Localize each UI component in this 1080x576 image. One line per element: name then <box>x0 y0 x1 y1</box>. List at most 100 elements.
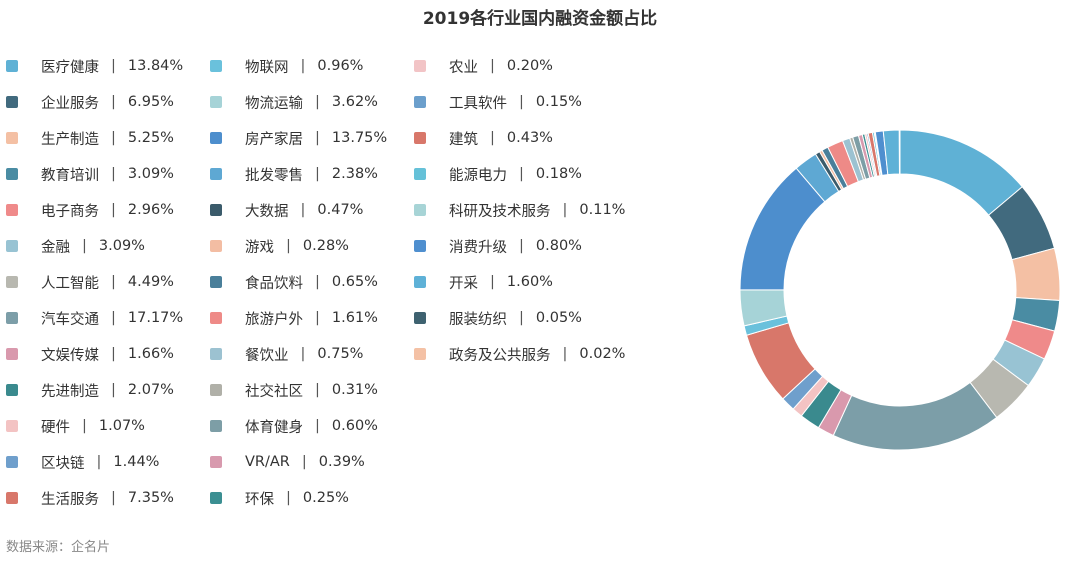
legend-label: 政务及公共服务 <box>449 347 551 364</box>
legend-item[interactable]: 生活服务 | 7.35% <box>6 480 174 516</box>
legend-item[interactable]: 汽车交通 | 17.17% <box>6 300 183 336</box>
legend-value: 0.28% <box>302 238 349 254</box>
legend-item[interactable]: 建筑 | 0.43% <box>414 120 553 156</box>
legend-item[interactable]: 游戏 | 0.28% <box>210 228 349 264</box>
legend-label: 汽车交通 <box>41 311 99 328</box>
legend-item[interactable]: 批发零售 | 2.38% <box>210 156 378 192</box>
legend-item[interactable]: 电子商务 | 2.96% <box>6 192 174 228</box>
legend-value: 1.07% <box>98 418 145 434</box>
donut-slice[interactable] <box>832 381 998 451</box>
chart-title: 2019各行业国内融资金额占比 <box>422 9 658 29</box>
legend-value: 2.96% <box>127 202 174 218</box>
legend-item[interactable]: 农业 | 0.20% <box>414 48 553 84</box>
legend-item[interactable]: 开采 | 1.60% <box>414 264 553 300</box>
legend-value: 0.18% <box>535 166 582 182</box>
legend-swatch <box>210 96 222 108</box>
legend-separator: | <box>490 130 495 146</box>
legend-swatch <box>210 492 222 504</box>
legend-value: 0.11% <box>579 202 626 218</box>
legend-label: 建筑 <box>449 131 478 148</box>
legend-label: 教育培训 <box>41 167 99 184</box>
legend-value: 0.47% <box>317 202 364 218</box>
legend-label: 环保 <box>245 491 274 508</box>
legend-item[interactable]: 政务及公共服务 | 0.02% <box>414 336 625 372</box>
legend-value: 0.02% <box>579 346 626 362</box>
legend-item[interactable]: 物流运输 | 3.62% <box>210 84 378 120</box>
legend-swatch <box>414 168 426 180</box>
legend: 医疗健康 | 13.84% 企业服务 | 6.95% 生产制造 | 5.25% 教育培训 | 3.09… <box>6 48 625 516</box>
legend-item[interactable]: 社交社区 | 0.31% <box>210 372 378 408</box>
legend-separator: | <box>111 490 116 506</box>
legend-item[interactable]: 环保 | 0.25% <box>210 480 349 516</box>
legend-separator: | <box>111 382 116 398</box>
legend-item[interactable]: 科研及技术服务 | 0.11% <box>414 192 625 228</box>
legend-separator: | <box>111 346 116 362</box>
legend-label: 电子商务 <box>41 203 99 220</box>
legend-swatch <box>414 240 426 252</box>
legend-value: 1.60% <box>506 274 553 290</box>
legend-value: 6.95% <box>127 94 174 110</box>
legend-item[interactable]: 区块链 | 1.44% <box>6 444 159 480</box>
legend-value: 5.25% <box>127 130 174 146</box>
legend-item[interactable]: 先进制造 | 2.07% <box>6 372 174 408</box>
legend-label: 生活服务 <box>41 491 99 508</box>
legend-separator: | <box>111 310 116 326</box>
legend-item[interactable]: 物联网 | 0.96% <box>210 48 363 84</box>
legend-item[interactable]: 文娱传媒 | 1.66% <box>6 336 174 372</box>
legend-swatch <box>6 132 18 144</box>
legend-item[interactable]: 工具软件 | 0.15% <box>414 84 582 120</box>
legend-item[interactable]: 旅游户外 | 1.61% <box>210 300 378 336</box>
legend-separator: | <box>315 274 320 290</box>
legend-label: 人工智能 <box>41 275 99 292</box>
legend-swatch <box>210 204 222 216</box>
legend-item[interactable]: 食品饮料 | 0.65% <box>210 264 378 300</box>
legend-swatch <box>210 276 222 288</box>
legend-label: 大数据 <box>245 203 289 220</box>
legend-separator: | <box>111 202 116 218</box>
legend-label: 消费升级 <box>449 239 507 256</box>
legend-swatch <box>210 60 222 72</box>
legend-label: 先进制造 <box>41 383 99 400</box>
legend-separator: | <box>286 490 291 506</box>
data-source-note: 数据来源：企名片 <box>6 540 111 555</box>
legend-item[interactable]: 生产制造 | 5.25% <box>6 120 174 156</box>
legend-separator: | <box>300 202 306 218</box>
legend-label: 批发零售 <box>245 167 303 184</box>
legend-separator: | <box>111 130 116 146</box>
legend-item[interactable]: 教育培训 | 3.09% <box>6 156 174 192</box>
legend-value: 0.80% <box>535 238 582 254</box>
legend-label: 游戏 <box>245 239 274 256</box>
legend-separator: | <box>315 94 320 110</box>
legend-value: 0.05% <box>535 310 582 326</box>
legend-item[interactable]: 服装纺织 | 0.05% <box>414 300 582 336</box>
legend-item[interactable]: 医疗健康 | 13.84% <box>6 48 183 84</box>
legend-value: 13.75% <box>331 130 388 146</box>
legend-item[interactable]: 人工智能 | 4.49% <box>6 264 174 300</box>
legend-item[interactable]: 体育健身 | 0.60% <box>210 408 378 444</box>
legend-item[interactable]: 硬件 | 1.07% <box>6 408 145 444</box>
legend-separator: | <box>315 382 320 398</box>
legend-label: 食品饮料 <box>245 275 303 292</box>
legend-item[interactable]: 金融 | 3.09% <box>6 228 145 264</box>
legend-item[interactable]: 企业服务 | 6.95% <box>6 84 174 120</box>
legend-swatch <box>414 348 426 360</box>
legend-item[interactable]: VR/AR | 0.39% <box>210 444 365 480</box>
legend-item[interactable]: 能源电力 | 0.18% <box>414 156 582 192</box>
legend-item[interactable]: 餐饮业 | 0.75% <box>210 336 363 372</box>
legend-item[interactable]: 消费升级 | 0.80% <box>414 228 582 264</box>
legend-swatch <box>414 276 426 288</box>
legend-swatch <box>210 312 222 324</box>
legend-label: 社交社区 <box>245 383 303 400</box>
legend-item[interactable]: 大数据 | 0.47% <box>210 192 363 228</box>
legend-label: 科研及技术服务 <box>449 203 551 220</box>
legend-item[interactable]: 房产家居 | 13.75% <box>210 120 387 156</box>
legend-value: 1.66% <box>127 346 174 362</box>
legend-swatch <box>6 204 18 216</box>
legend-value: 0.96% <box>317 58 364 74</box>
legend-label: 硬件 <box>41 419 70 436</box>
legend-label: 开采 <box>449 275 478 292</box>
legend-swatch <box>210 456 222 468</box>
legend-swatch <box>210 132 222 144</box>
legend-separator: | <box>315 310 320 326</box>
legend-separator: | <box>82 238 87 254</box>
